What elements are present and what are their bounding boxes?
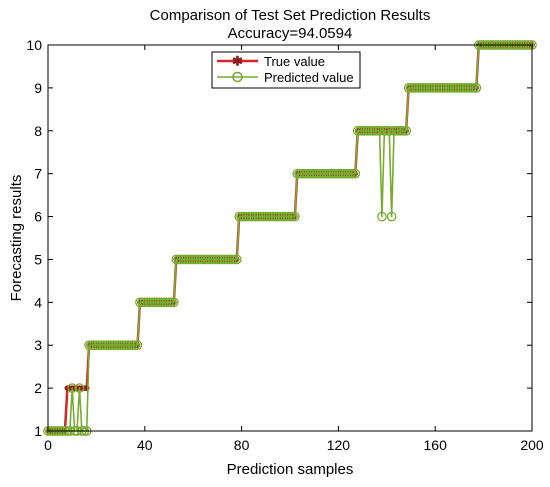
predicted-value-point (374, 125, 385, 136)
axes (47, 44, 533, 432)
predicted-value-point (384, 125, 395, 136)
y-tick-label: 9 (34, 80, 42, 96)
predicted-value-line-layer (48, 44, 532, 432)
x-axis-label: Prediction samples (227, 461, 354, 478)
predicted-value-point (350, 168, 361, 179)
predicted-value-point (401, 125, 412, 136)
y-tick-label: 8 (34, 123, 42, 139)
y-tick-label: 2 (34, 380, 42, 396)
true-value-line-layer (48, 43, 532, 433)
y-tick-label: 5 (34, 251, 42, 267)
legend-predicted-marker (232, 71, 243, 83)
y-tick-label: 1 (34, 423, 42, 439)
legend: ✱ True value Predicted value (211, 51, 361, 89)
y-tick-label: 4 (34, 294, 42, 310)
y-tick-label: 7 (34, 166, 42, 182)
x-tick-label: 0 (44, 437, 52, 453)
x-tick-label: 40 (137, 437, 153, 453)
predicted-value-marker-layer (43, 40, 537, 436)
true-value-line (48, 43, 532, 433)
x-tick-label: 160 (424, 437, 448, 453)
predicted-value-line (48, 44, 532, 432)
x-tick-label: 80 (234, 437, 250, 453)
legend-predicted-label: Predicted value (264, 70, 354, 85)
y-axis-label: Forecasting results (8, 175, 25, 302)
legend-true-label: True value (264, 54, 325, 69)
predicted-value-point (377, 211, 387, 222)
predicted-value-point (67, 383, 78, 393)
x-tick-label: 120 (327, 437, 351, 453)
ticks: 0 40 80 120 160 200 1 2 3 4 5 6 7 8 9 10 (26, 37, 543, 453)
x-tick-label: 200 (520, 437, 544, 453)
legend-true-marker: ✱ (232, 54, 243, 69)
y-tick-label: 6 (34, 209, 42, 225)
predicted-value-point (386, 211, 397, 222)
true-value-marker-layer (45, 42, 535, 434)
predicted-value-point (289, 211, 300, 222)
chart-title: Comparison of Test Set Prediction Result… (150, 7, 431, 24)
predicted-value-point (74, 383, 85, 393)
predicted-value-point (132, 340, 143, 351)
y-tick-label: 3 (34, 337, 42, 353)
predicted-value-point (168, 297, 179, 308)
predicted-value-point (231, 254, 242, 265)
plot-frame (47, 44, 533, 432)
y-tick-label: 10 (26, 37, 42, 53)
predicted-value-point (471, 83, 482, 93)
chart-subtitle: Accuracy=94.0594 (228, 25, 353, 42)
